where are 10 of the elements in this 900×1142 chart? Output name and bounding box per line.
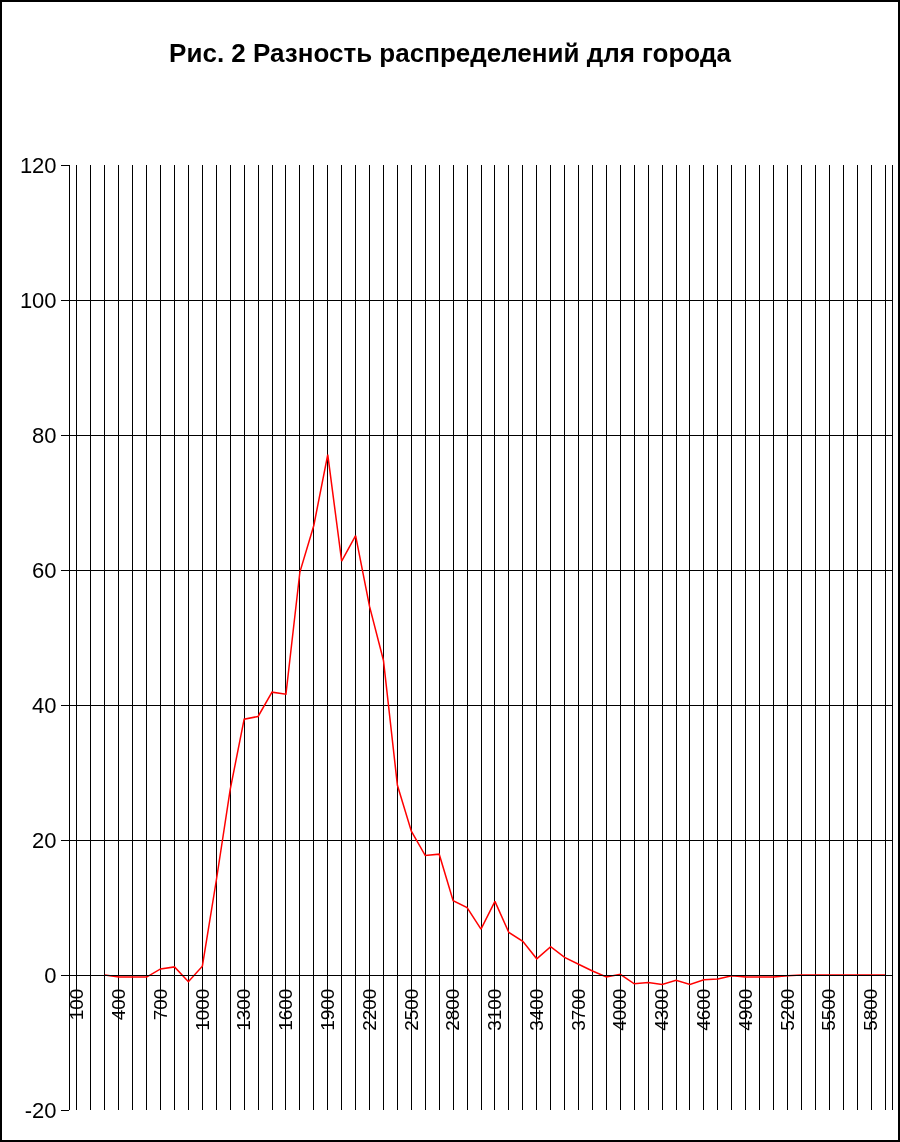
y-tick-label: 100 [19, 287, 57, 313]
y-tick-label: 80 [32, 422, 57, 448]
y-tick-label: 40 [32, 692, 57, 718]
chart-title: Рис. 2 Разность распределений для города [169, 38, 732, 69]
y-tick-label: 0 [44, 962, 57, 988]
line-series [104, 453, 886, 986]
y-tick-label: 60 [32, 557, 57, 583]
y-tick-label: -20 [24, 1097, 57, 1123]
y-tick-label: 120 [19, 152, 57, 178]
y-tick-label: 20 [32, 827, 57, 853]
